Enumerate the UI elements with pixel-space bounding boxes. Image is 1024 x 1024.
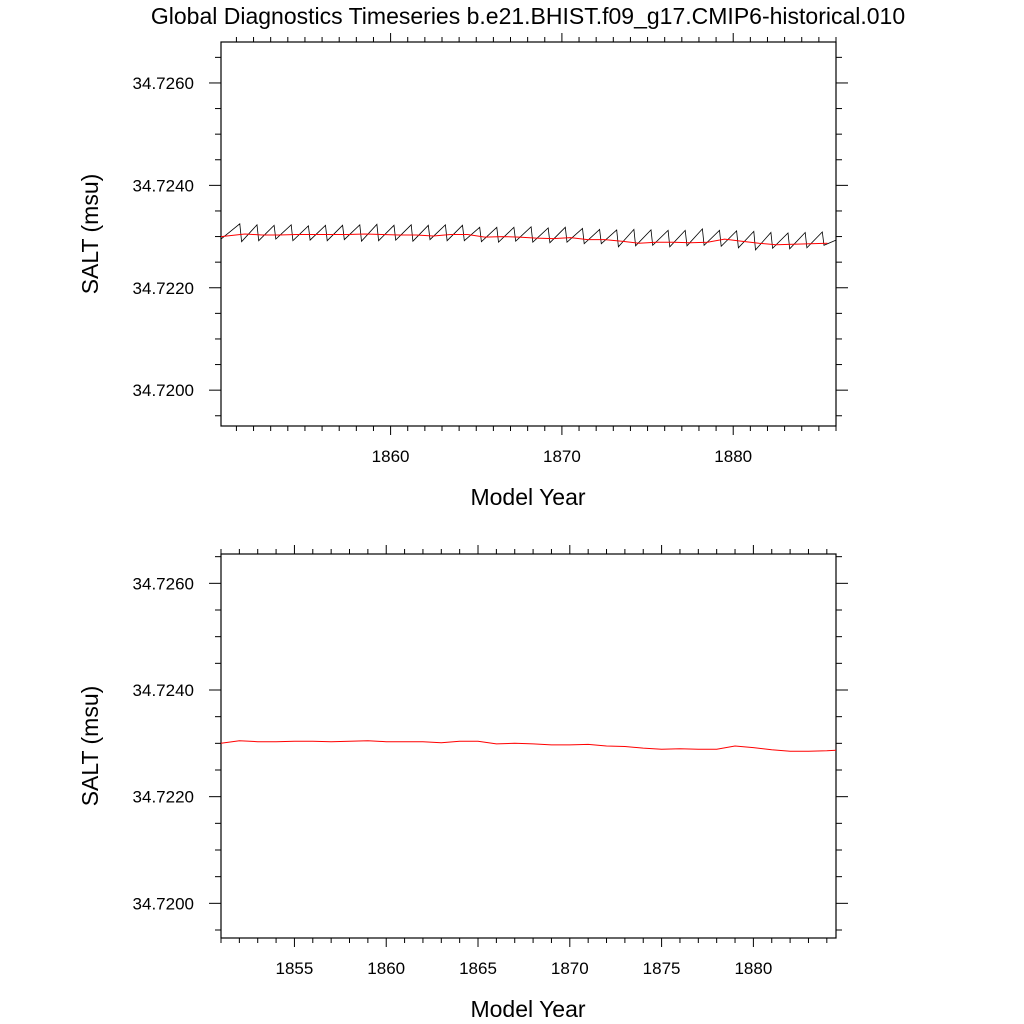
top-monthly-series-line [220, 223, 837, 251]
bottom-x-tick-label: 1860 [367, 959, 405, 978]
bottom-y-tick-label: 34.7260 [133, 574, 194, 593]
bottom-plot-frame [220, 553, 837, 939]
bottom-y-tick-label: 34.7240 [133, 681, 194, 700]
bottom-timeseries-panel: SALT (msu) Model Year 1855 1860 1865 1870 18… [77, 545, 848, 1022]
bottom-x-tick-label: 1880 [734, 959, 772, 978]
bottom-annual-series-line [220, 740, 837, 752]
top-y-tick-label: 34.7260 [133, 74, 194, 93]
top-y-tick-label: 34.7240 [133, 176, 194, 195]
bottom-x-tick-label: 1855 [276, 959, 314, 978]
top-x-tick-label: 1870 [543, 447, 581, 466]
bottom-x-tick-label: 1875 [643, 959, 681, 978]
top-y-tick-label: 34.7220 [133, 279, 194, 298]
top-plot-frame [220, 41, 837, 427]
chart-title: Global Diagnostics Timeseries b.e21.BHIS… [151, 3, 905, 29]
bottom-x-tick-label: 1870 [551, 959, 589, 978]
bottom-y-tick-label: 34.7200 [133, 894, 194, 913]
top-x-tick-label: 1860 [372, 447, 410, 466]
bottom-x-axis-label: Model Year [470, 996, 585, 1022]
top-annual-series-line [220, 233, 828, 246]
top-y-axis-label: SALT (msu) [77, 174, 103, 295]
top-timeseries-panel: SALT (msu) Model Year 1860 1870 1880 34.720… [77, 33, 848, 510]
top-x-axis-label: Model Year [470, 484, 585, 510]
top-x-tick-label: 1880 [714, 447, 752, 466]
bottom-y-axis-label: SALT (msu) [77, 686, 103, 807]
bottom-x-tick-label: 1865 [459, 959, 497, 978]
top-y-tick-label: 34.7200 [133, 381, 194, 400]
bottom-y-tick-label: 34.7220 [133, 788, 194, 807]
